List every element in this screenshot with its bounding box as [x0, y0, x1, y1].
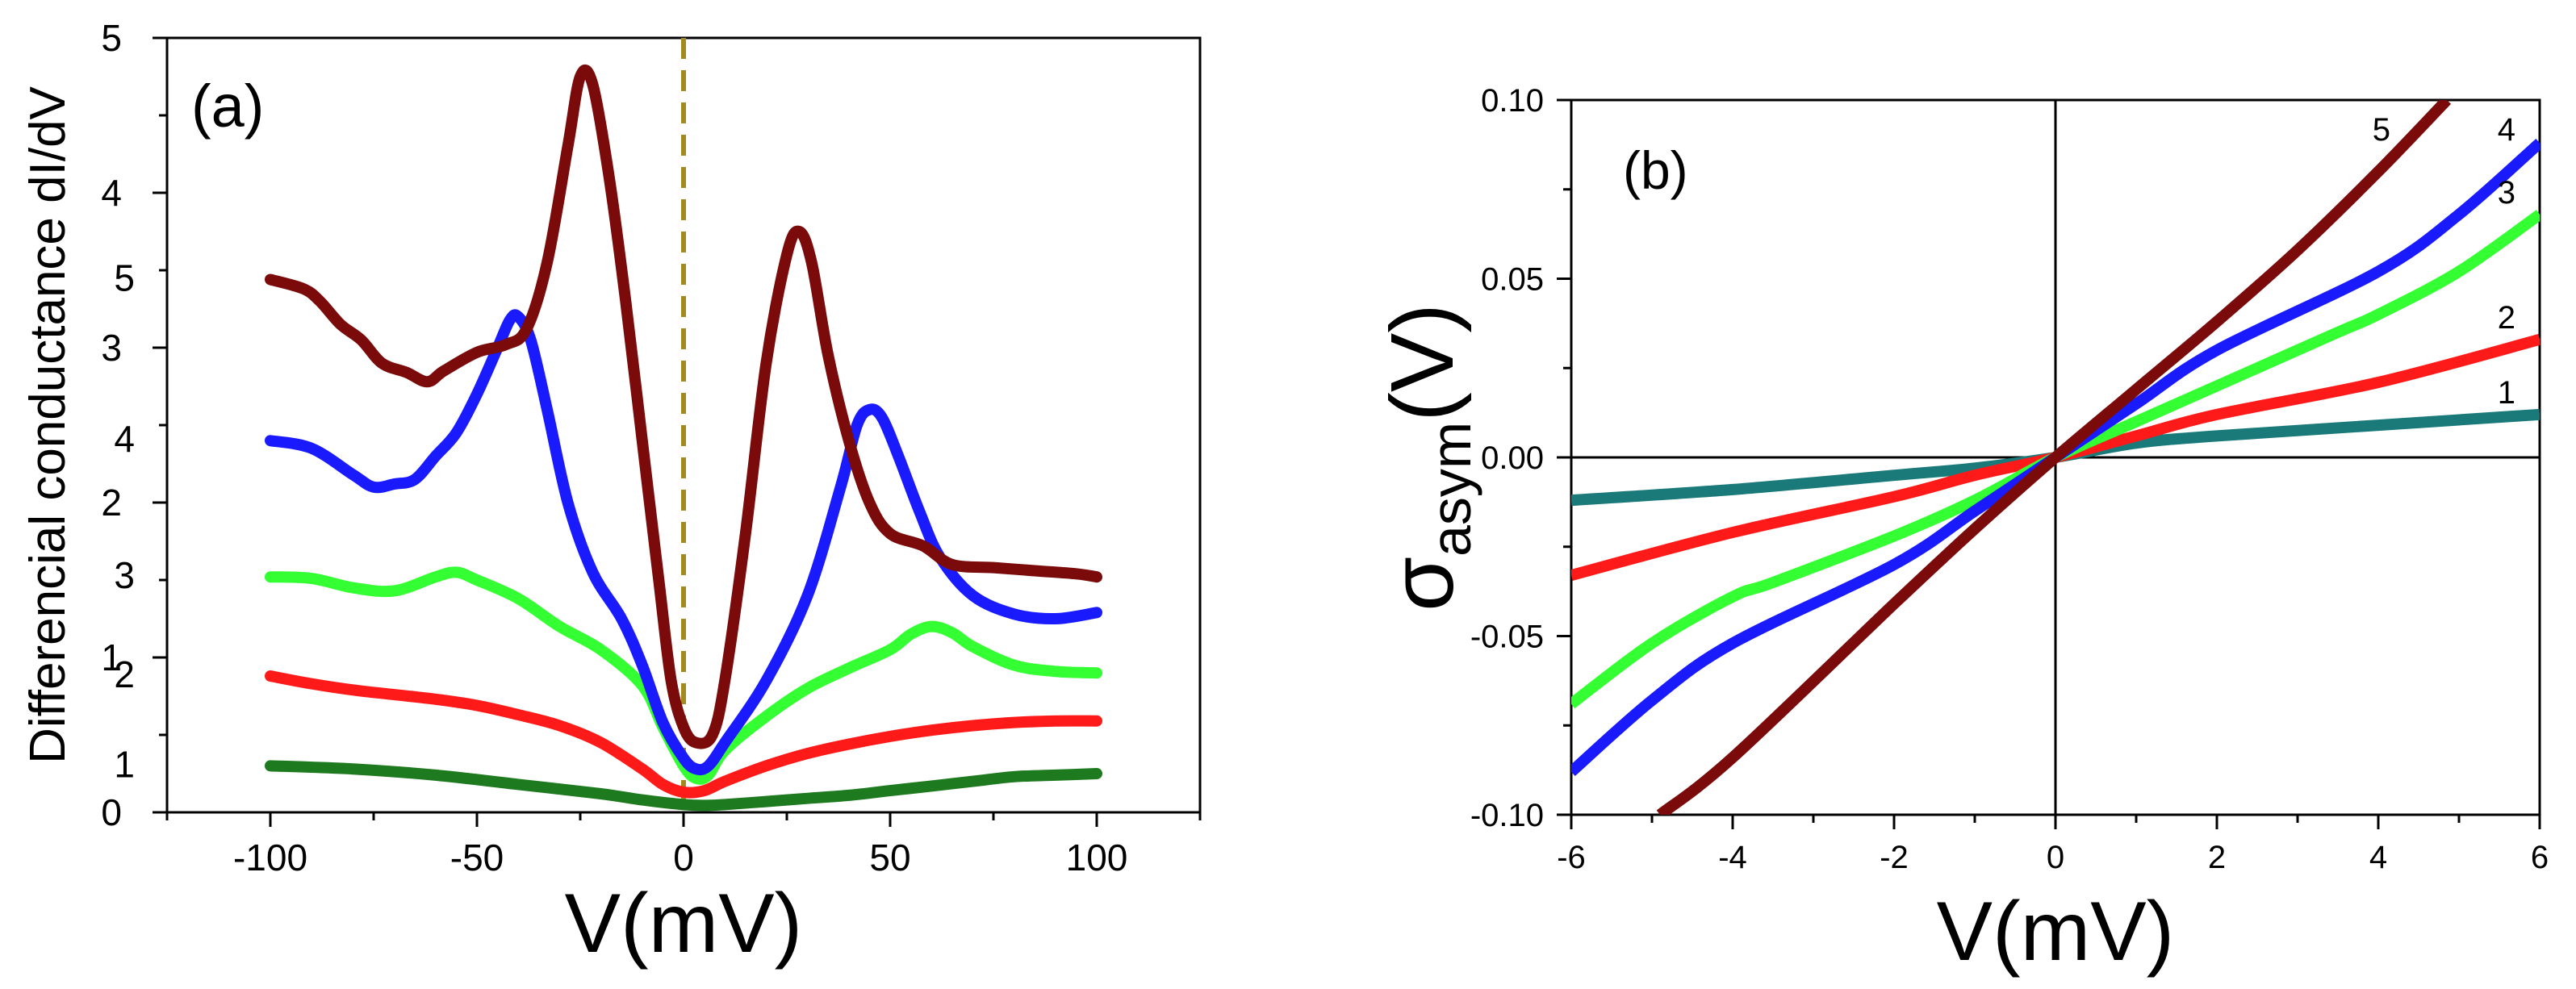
- y-tick-label-a: 3: [101, 327, 122, 369]
- y-axis-label-b: σasym(V): [1373, 303, 1482, 611]
- x-tick-label-a: 100: [1066, 837, 1128, 878]
- y-tick-label-a: 5: [101, 17, 122, 59]
- x-tick-label-a: 50: [869, 837, 910, 878]
- x-axis-label-a: V(mV): [565, 877, 803, 970]
- curve-b-5: [1656, 100, 2452, 815]
- y-axis-label-b-sigma: σ: [1373, 557, 1472, 611]
- y-axis-label-b-tail: (V): [1373, 303, 1472, 422]
- y-tick-label-b: 0.05: [1481, 262, 1544, 298]
- curve-label-b-2: 2: [2498, 300, 2515, 336]
- x-tick-label-a: -100: [233, 837, 307, 878]
- curve-a-2: [265, 670, 1102, 799]
- curve-label-a-2: 2: [114, 653, 135, 695]
- y-tick-label-a: 1: [101, 636, 122, 678]
- x-tick-label-b: 0: [2047, 840, 2064, 875]
- curve-a-5: [265, 64, 1102, 749]
- curve-label-a-4: 4: [114, 418, 135, 460]
- x-axis-label-b: V(mV): [1937, 885, 2175, 979]
- y-tick-label-a: 4: [101, 172, 122, 214]
- x-tick-label-b: -2: [1880, 840, 1909, 875]
- x-tick-label-b: 6: [2531, 840, 2549, 875]
- x-tick-label-a: 0: [673, 837, 694, 878]
- curve-a-1: [265, 760, 1102, 812]
- curve-label-b-5: 5: [2373, 112, 2390, 148]
- x-tick-label-b: -6: [1557, 840, 1586, 875]
- x-tick-label-b: -4: [1718, 840, 1747, 875]
- curve-label-b-4: 4: [2498, 112, 2515, 148]
- y-tick-label-a: 0: [101, 791, 122, 833]
- curve-label-a-5: 5: [114, 257, 135, 299]
- curve-label-a-1: 1: [114, 743, 135, 785]
- x-tick-label-b: 2: [2208, 840, 2226, 875]
- curve-a-4: [265, 309, 1102, 776]
- y-tick-label-b: 0.10: [1481, 83, 1544, 119]
- curve-label-b-3: 3: [2498, 175, 2515, 211]
- y-tick-label-a: 2: [101, 482, 122, 524]
- y-axis-label-a: Differencial conductance dI/dV: [20, 86, 76, 763]
- panel-label-b: (b): [1623, 140, 1688, 200]
- y-tick-label-b: 0.00: [1481, 440, 1544, 476]
- curve-label-b-1: 1: [2498, 375, 2515, 411]
- x-tick-label-b: 4: [2369, 840, 2387, 875]
- y-tick-label-b: -0.05: [1470, 620, 1544, 655]
- x-tick-label-a: -50: [450, 837, 504, 878]
- panel-label-a: (a): [191, 73, 264, 140]
- chart-panel-b: -6 -4 -2 0 2 4 6 -0.10-0.050.000.050.10 12345 …: [1373, 83, 2549, 979]
- curve-label-a-3: 3: [114, 554, 135, 596]
- curve-a-3: [265, 566, 1102, 785]
- y-tick-label-b: -0.10: [1470, 798, 1544, 833]
- y-axis-label-b-sub: asym: [1420, 422, 1482, 557]
